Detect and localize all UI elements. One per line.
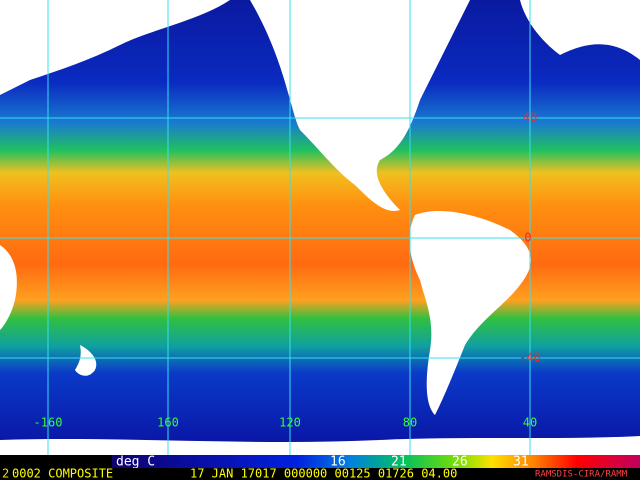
latitude-label: -40 [519,351,541,365]
scale-label: 21 [391,455,407,470]
scale-unit: deg C [116,455,155,470]
graticule [0,0,640,455]
land [0,0,640,455]
latitude-label: 0 [524,231,531,245]
scale-label: 26 [452,455,468,470]
credit: RAMSDIS-CIRA/RAMM [535,470,628,480]
longitude-label: -160 [34,416,63,430]
footer-background [0,468,640,480]
longitude-label: 160 [157,416,179,430]
timestamp: 17 JAN 17017 000000 00125 01726 04.00 [190,467,457,480]
longitude-label: 40 [523,416,537,430]
scale-label: 16 [330,455,346,470]
color-scale [112,455,640,468]
frame-number: 2 [2,467,9,480]
latitude-label: 40 [523,111,537,125]
longitude-label: 120 [279,416,301,430]
product-name: 0002 COMPOSITE [12,467,113,480]
scale-label: 31 [513,455,529,470]
scale-background [0,455,112,468]
longitude-label: 80 [403,416,417,430]
